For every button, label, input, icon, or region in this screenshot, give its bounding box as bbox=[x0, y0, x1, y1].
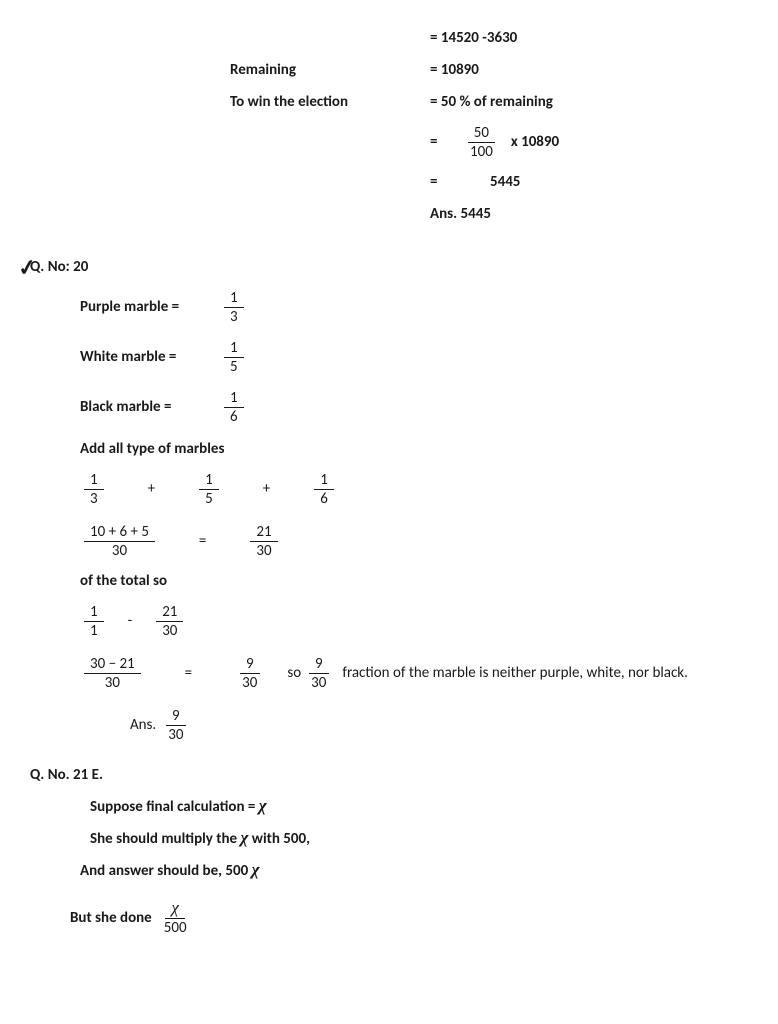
one-minus: 11 - 2130 bbox=[80, 600, 748, 642]
add-label: Add all type of marbles bbox=[80, 440, 748, 458]
calc1-val: = 14520 -3630 bbox=[430, 29, 517, 47]
checkmark-icon: ✓ bbox=[16, 253, 38, 282]
black-frac: 1 6 bbox=[224, 389, 244, 426]
win-val: = 50 % of remaining bbox=[430, 93, 553, 111]
white-frac: 1 5 bbox=[224, 339, 244, 376]
fifty-over-hundred: 50 100 bbox=[464, 124, 499, 161]
black-row: Black marble = 1 6 bbox=[80, 386, 748, 428]
frac-eq: = bbox=[430, 133, 460, 151]
remaining-label: Remaining bbox=[30, 61, 430, 79]
q21-line4: But she done χ 500 bbox=[70, 898, 748, 937]
result-val: 5445 bbox=[460, 173, 520, 191]
calc-line-1: = 14520 -3630 bbox=[30, 24, 748, 52]
q21-line2: She should multiply the χ with 500, bbox=[90, 828, 748, 848]
frac-row: = 50 100 x 10890 bbox=[30, 120, 748, 164]
purple-frac: 1 3 bbox=[224, 289, 244, 326]
result-eq: = bbox=[430, 173, 460, 191]
q21-line3: And answer should be, 500 χ bbox=[80, 860, 748, 880]
q21-heading: Q. No. 21 E. bbox=[30, 766, 748, 784]
remaining-val: = 10890 bbox=[430, 61, 479, 79]
result-row: = 5445 bbox=[30, 168, 748, 196]
win-label: To win the election bbox=[30, 93, 430, 111]
frac-mult: x 10890 bbox=[511, 133, 559, 151]
remaining-row: Remaining = 10890 bbox=[30, 56, 748, 84]
q20-heading: ✓ Q. No: 20 bbox=[30, 258, 748, 276]
q20-ans: Ans. 930 bbox=[130, 704, 748, 746]
ans-text: Ans. 5445 bbox=[430, 205, 491, 223]
add-fracs: 13 + 15 + 16 bbox=[80, 468, 748, 510]
win-row: To win the election = 50 % of remaining bbox=[30, 88, 748, 116]
ans-row: Ans. 5445 bbox=[30, 200, 748, 228]
diff-line: 30 − 2130 = 930 so 930 fraction of the m… bbox=[80, 652, 748, 694]
white-row: White marble = 1 5 bbox=[80, 336, 748, 378]
sum-line: 10 + 6 + 530 = 2130 bbox=[80, 520, 748, 562]
purple-row: Purple marble = 1 3 bbox=[80, 286, 748, 328]
q21-line1: Suppose final calculation = χ bbox=[90, 796, 748, 816]
of-total: of the total so bbox=[80, 572, 748, 590]
frac-group: 50 100 x 10890 bbox=[460, 124, 559, 161]
